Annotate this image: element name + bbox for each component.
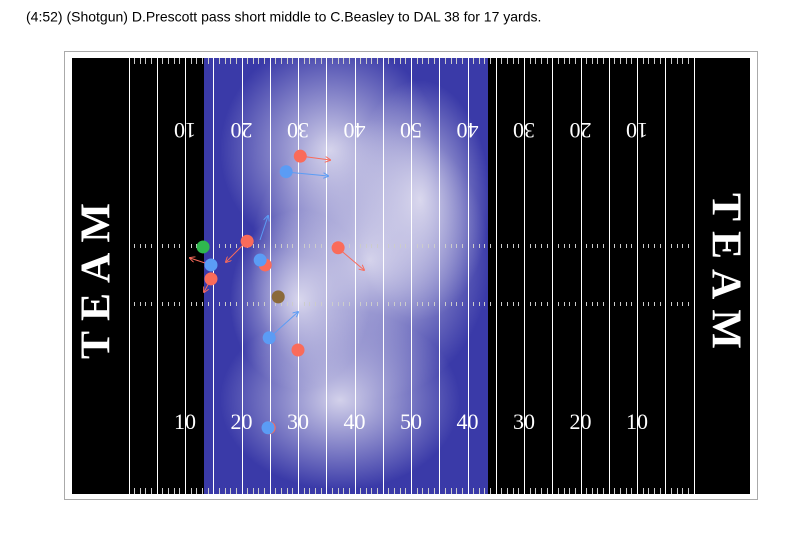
- player: [204, 258, 218, 272]
- yard-number: 10: [174, 409, 196, 434]
- yard-number: 50: [400, 118, 422, 143]
- yard-number: 20: [231, 409, 253, 434]
- yard-number: 20: [570, 118, 592, 143]
- player: [204, 272, 218, 286]
- yard-number: 10: [174, 118, 196, 143]
- yard-number: 50: [400, 409, 422, 434]
- chart-title: (4:52) (Shotgun) D.Prescott pass short m…: [26, 9, 541, 25]
- yard-number: 30: [513, 409, 535, 434]
- yard-number: 20: [231, 118, 253, 143]
- yard-number: 40: [344, 118, 366, 143]
- player: [196, 240, 210, 254]
- yard-number: 40: [344, 409, 366, 434]
- players: [196, 149, 345, 435]
- player: [291, 343, 305, 357]
- yard-number: 20: [570, 409, 592, 434]
- player: [253, 253, 267, 267]
- end-zone-label: TEAM: [702, 193, 748, 359]
- player: [261, 421, 275, 435]
- yard-number: 30: [287, 118, 309, 143]
- end-zone-label: TEAM: [74, 193, 120, 359]
- density: [204, 58, 488, 494]
- yard-number: 10: [626, 118, 648, 143]
- player: [331, 241, 345, 255]
- yard-number: 10: [626, 409, 648, 434]
- yard-number: 30: [513, 118, 535, 143]
- yard-number: 40: [457, 409, 479, 434]
- yard-number: 30: [287, 409, 309, 434]
- player: [271, 290, 285, 304]
- player: [293, 149, 307, 163]
- player: [279, 165, 293, 179]
- yard-number: 40: [457, 118, 479, 143]
- player: [240, 234, 254, 248]
- player: [262, 331, 276, 345]
